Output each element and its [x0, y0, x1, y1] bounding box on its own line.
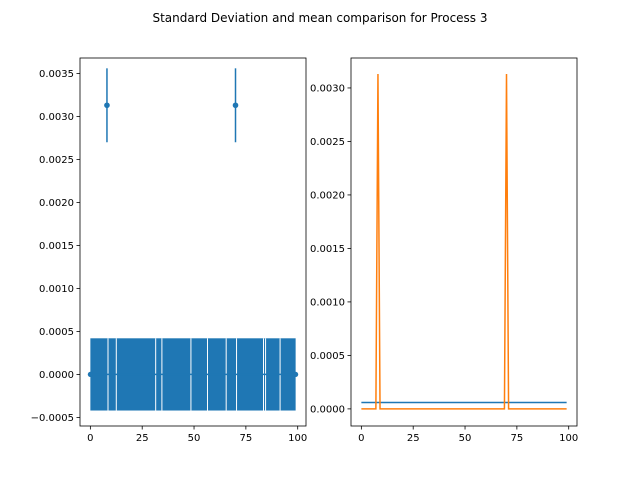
- right-x-tick-label: 25: [407, 433, 420, 444]
- left-y-ticks: −0.0005 0.0000 0.0005 0.0010 0.0015 0.0020 0.0…: [31, 69, 80, 424]
- right-y-tick-label: 0.0005: [310, 351, 345, 362]
- spike-point: [104, 102, 110, 109]
- mean-point: [87, 371, 93, 378]
- left-axes-frame: [79, 57, 307, 427]
- left-x-tick-label: 25: [136, 433, 149, 444]
- mean-point: [293, 371, 299, 378]
- right-y-tick-label: 0.0025: [310, 137, 345, 148]
- right-y-ticks: 0.0000 0.0005 0.0010 0.0015 0.0020 0.0025 0.00…: [310, 83, 351, 415]
- line-series-1: [361, 74, 567, 410]
- right-x-tick-label: 75: [511, 433, 524, 444]
- left-y-tick-label: 0.0000: [39, 370, 74, 381]
- right-plot-area: [361, 74, 567, 410]
- errorbar-panel: 0 25 50 75 100 −0.0005 0.0000 0.0005 0.0010 0.00…: [31, 57, 307, 444]
- right-x-ticks: 0 25 50 75 100: [358, 426, 578, 444]
- right-y-tick-label: 0.0010: [310, 297, 345, 308]
- left-y-tick-label: 0.0005: [39, 327, 74, 338]
- left-x-tick-label: 0: [87, 433, 93, 444]
- left-x-ticks: 0 25 50 75 100: [87, 426, 307, 444]
- left-y-tick-label: 0.0035: [39, 69, 74, 80]
- left-x-tick-label: 50: [188, 433, 201, 444]
- left-y-tick-label: 0.0015: [39, 241, 74, 252]
- right-x-tick-label: 50: [459, 433, 472, 444]
- line-panel: 0 25 50 75 100 0.0000 0.0005 0.0010 0.0015 0.002…: [310, 57, 578, 444]
- right-y-tick-label: 0.0000: [310, 404, 345, 415]
- right-y-tick-label: 0.0015: [310, 244, 345, 255]
- right-x-tick-label: 100: [559, 433, 578, 444]
- left-x-tick-label: 75: [240, 433, 253, 444]
- spike-point: [232, 102, 239, 109]
- left-y-tick-label: 0.0025: [39, 155, 74, 166]
- left-y-tick-label: 0.0020: [39, 198, 74, 209]
- left-x-tick-label: 100: [288, 433, 307, 444]
- right-y-tick-label: 0.0030: [310, 83, 345, 94]
- left-y-tick-label: 0.0030: [39, 112, 74, 123]
- left-y-tick-label: −0.0005: [31, 413, 74, 424]
- left-y-tick-label: 0.0010: [39, 284, 74, 295]
- left-plot-area: [87, 68, 299, 411]
- right-x-tick-label: 0: [358, 433, 364, 444]
- figure-title: Standard Deviation and mean comparison f…: [152, 11, 487, 25]
- right-axes-frame: [350, 57, 578, 427]
- right-y-tick-label: 0.0020: [310, 190, 345, 201]
